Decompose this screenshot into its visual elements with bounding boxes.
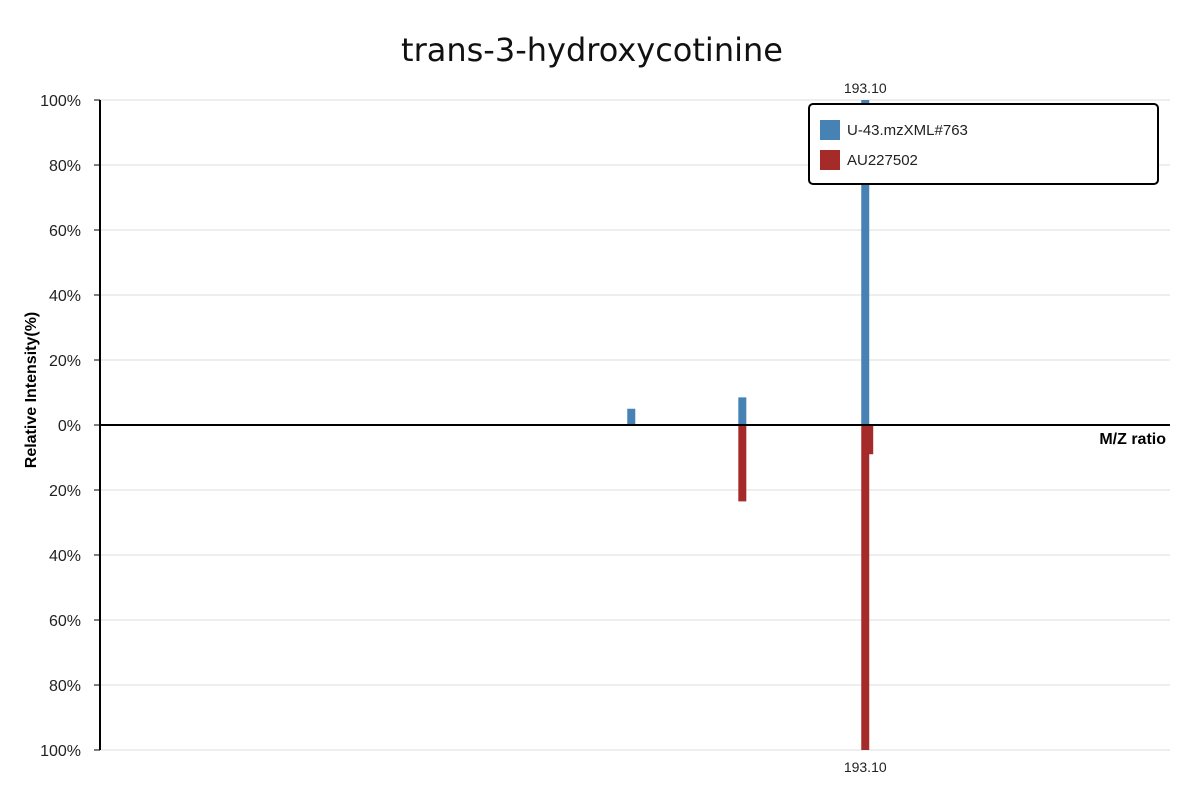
y-tick-label: 0% <box>58 418 81 435</box>
legend-swatch <box>820 120 840 140</box>
spectrum-bars <box>627 100 874 750</box>
spectrum-bar <box>865 425 874 455</box>
grid-lines <box>100 99 1170 751</box>
spectrum-bar <box>738 397 747 425</box>
legend-box <box>808 103 1159 185</box>
spectrum-bar <box>627 408 636 425</box>
y-tick-label: 20% <box>49 483 81 500</box>
y-tick-label: 20% <box>49 353 81 370</box>
y-tick-label: 100% <box>40 93 81 110</box>
y-tick-labels: 100% 80% 60% 40% 20% 0% 20% 40% 60% 80% 100% <box>40 93 100 760</box>
y-axis-title: Relative Intensity(%) <box>23 312 40 468</box>
spectrum-bar <box>861 425 870 750</box>
x-axis-title: M/Z ratio <box>1099 431 1166 448</box>
y-tick-label: 60% <box>49 223 81 240</box>
peak-labels: 193.10 193.10 <box>844 80 887 775</box>
legend-label: U-43.mzXML#763 <box>847 122 968 139</box>
legend: U-43.mzXML#763 AU227502 <box>808 103 1159 185</box>
legend-label: AU227502 <box>847 152 918 169</box>
peak-label: 193.10 <box>844 80 887 96</box>
y-tick-label: 80% <box>49 678 81 695</box>
y-tick-label: 100% <box>40 743 81 760</box>
legend-swatch <box>820 150 840 170</box>
y-tick-label: 80% <box>49 158 81 175</box>
peak-label: 193.10 <box>844 759 887 775</box>
y-tick-label: 40% <box>49 288 81 305</box>
spectrum-bar <box>738 425 747 502</box>
y-tick-label: 40% <box>49 548 81 565</box>
spectrum-bar <box>861 100 870 425</box>
chart-title: trans-3-hydroxycotinine <box>401 31 783 69</box>
y-tick-label: 60% <box>49 613 81 630</box>
axes <box>99 100 1170 750</box>
